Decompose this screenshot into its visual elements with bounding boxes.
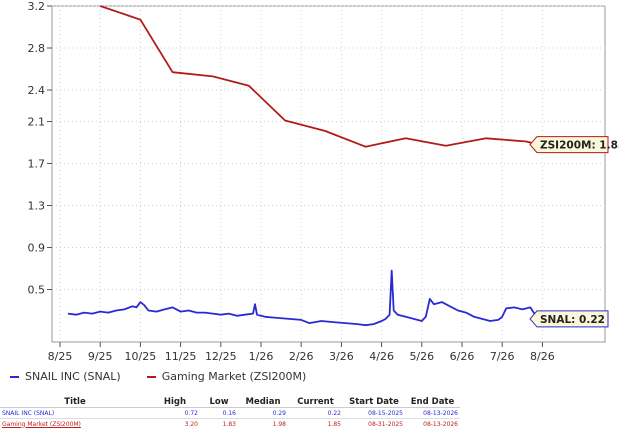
row-end-date: 08-13-2026	[423, 420, 458, 428]
header-end-date: End Date	[405, 396, 460, 408]
table-row: SNAIL INC (SNAL) 0.72 0.16 0.29 0.22 08-…	[0, 407, 460, 419]
header-start-date: Start Date	[343, 396, 405, 408]
y-tick-label: 2.1	[28, 116, 46, 129]
x-tick-label: 10/25	[125, 350, 157, 363]
x-tick-label: 5/26	[409, 350, 434, 363]
x-tick-label: 3/26	[329, 350, 354, 363]
legend-swatch-snal	[10, 375, 19, 378]
x-tick-label: 2/26	[289, 350, 314, 363]
end-value-flag	[529, 310, 609, 328]
chart-legend: SNAIL INC (SNAL) Gaming Market (ZSI200M)	[10, 370, 332, 383]
series-line	[99, 5, 539, 148]
x-tick-label: 8/26	[530, 350, 555, 363]
stats-table: Title High Low Median Current Start Date…	[0, 396, 460, 429]
stats-header-row: Title High Low Median Current Start Date…	[0, 396, 460, 408]
row-title[interactable]: SNAIL INC (SNAL)	[0, 407, 150, 419]
row-high: 0.72	[150, 407, 200, 419]
series-line	[67, 269, 540, 327]
x-tick-label: 8/25	[48, 350, 73, 363]
y-tick-label: 0.9	[28, 242, 46, 255]
y-tick-label: 2.8	[28, 42, 46, 55]
y-tick-label: 1.3	[28, 200, 46, 213]
plot-area	[51, 5, 606, 343]
y-tick-label: 1.7	[28, 158, 46, 171]
row-median: 0.29	[238, 407, 288, 419]
end-value-flag	[529, 136, 609, 154]
legend-item-zsi200m: Gaming Market (ZSI200M)	[146, 370, 307, 383]
legend-label-zsi200m: Gaming Market (ZSI200M)	[161, 370, 307, 383]
legend-item-snal: SNAIL INC (SNAL)	[10, 370, 121, 383]
x-tick-label: 7/26	[490, 350, 515, 363]
header-low: Low	[200, 396, 238, 408]
y-tick-label: 2.4	[28, 84, 46, 97]
header-median: Median	[238, 396, 288, 408]
row-median: 1.98	[272, 420, 286, 428]
legend-swatch-zsi200m	[146, 375, 156, 378]
row-low: 0.16	[200, 407, 238, 419]
y-tick-label: 3.2	[28, 0, 46, 13]
row-low: 1.83	[222, 420, 236, 428]
row-end-date: 08-13-2026	[405, 407, 460, 419]
header-current: Current	[288, 396, 343, 408]
row-high: 3.20	[184, 420, 198, 428]
row-title[interactable]: Gaming Market (ZSI200M)	[2, 420, 81, 428]
end-value-label: ZSI200M: 1.85	[540, 140, 619, 152]
line-chart: 3.2 2.8 2.4 2.1 1.7 1.3 0.9 0.5 8/25 9/25 10/25 11/…	[28, 0, 619, 363]
x-tick-label: 9/25	[88, 350, 113, 363]
header-title: Title	[0, 396, 150, 408]
y-tick-label: 0.5	[28, 284, 46, 297]
row-start-date: 08-15-2025	[343, 407, 405, 419]
x-tick-label: 6/26	[450, 350, 475, 363]
end-value-label: SNAL: 0.22	[540, 314, 605, 326]
row-current: 0.22	[288, 407, 343, 419]
x-tick-label: 1/26	[249, 350, 274, 363]
legend-label-snal: SNAIL INC (SNAL)	[25, 370, 121, 383]
x-tick-label: 12/25	[205, 350, 237, 363]
row-current: 1.85	[327, 420, 341, 428]
row-start-date: 08-31-2025	[368, 420, 403, 428]
x-tick-label: 11/25	[165, 350, 197, 363]
header-high: High	[150, 396, 200, 408]
table-row: Gaming Market (ZSI200M) 3.20 1.83 1.98 1…	[0, 419, 460, 430]
x-tick-label: 4/26	[369, 350, 394, 363]
